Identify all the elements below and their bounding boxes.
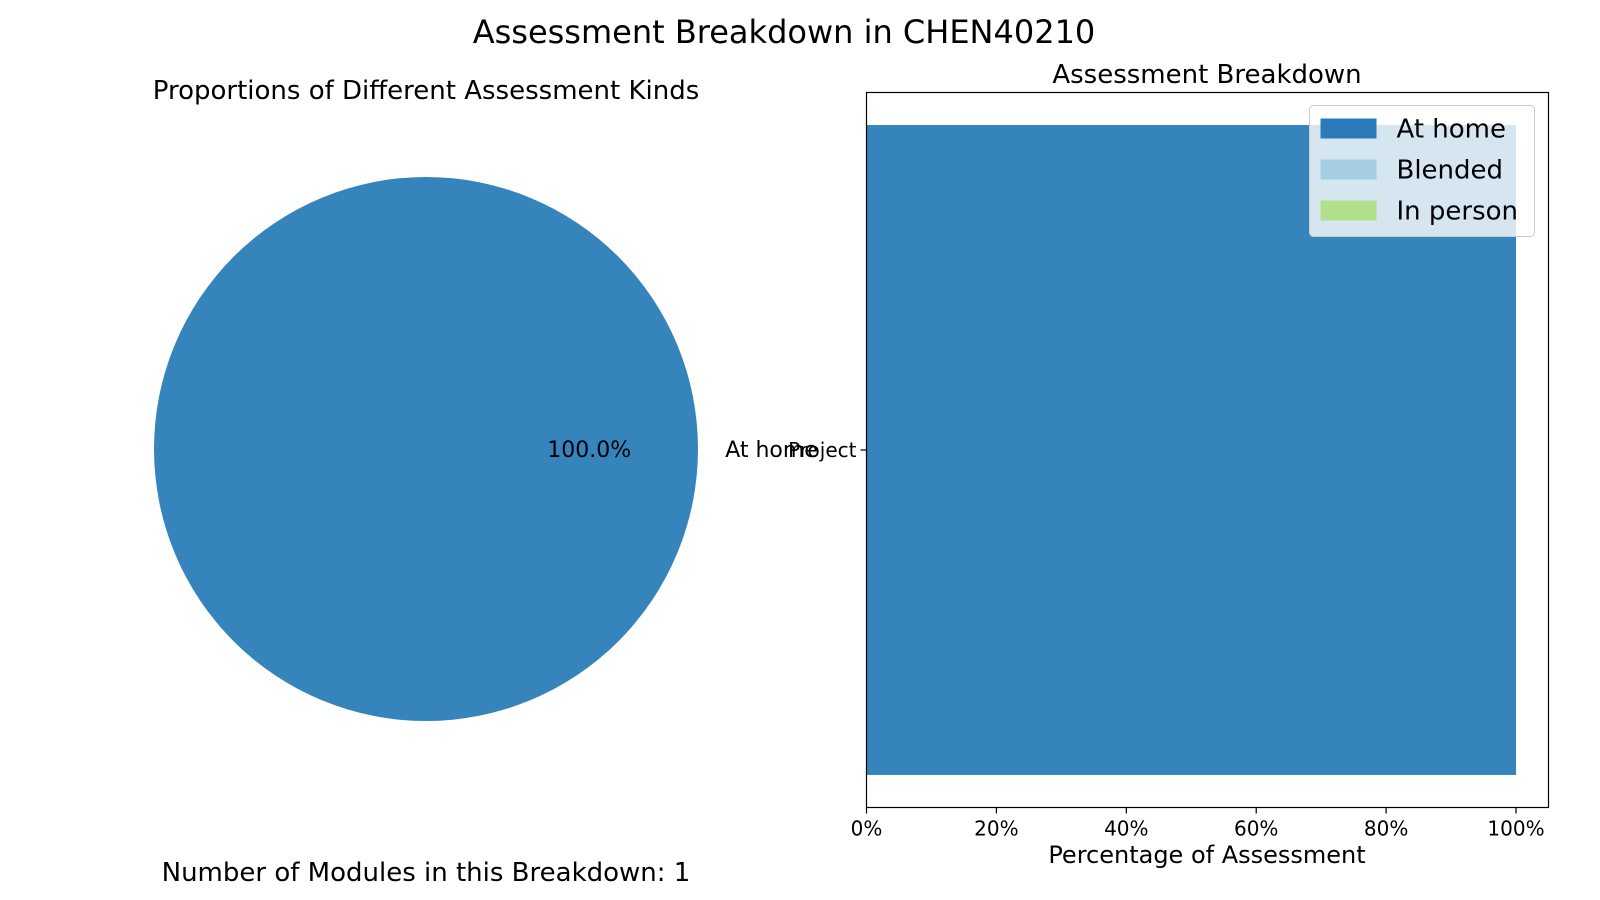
x-tick-label: 20%: [974, 817, 1018, 841]
bar-chart-title: Assessment Breakdown: [1052, 60, 1361, 90]
pie-slice-label: At home: [725, 438, 818, 463]
pie-chart: Proportions of Different Assessment Kind…: [153, 76, 818, 721]
x-tick-label: 40%: [1104, 817, 1148, 841]
pie-labels: At home 100.0%: [547, 438, 818, 463]
x-tick-label: 80%: [1364, 817, 1408, 841]
legend-swatch-in-person: [1320, 200, 1377, 221]
legend: At home Blended In person: [1309, 105, 1535, 237]
pie-chart-title: Proportions of Different Assessment Kind…: [153, 76, 700, 106]
legend-swatch-blended: [1320, 159, 1377, 180]
x-axis-label: Percentage of Assessment: [1048, 841, 1365, 869]
x-axis: 0% 20% 40% 60% 80% 100%: [851, 807, 1545, 841]
figure-title: Assessment Breakdown in CHEN40210: [473, 13, 1096, 51]
pie-slice-at-home: [154, 177, 698, 721]
x-tick-label: 0%: [851, 817, 883, 841]
y-axis: Project: [788, 438, 867, 462]
x-tick-label: 100%: [1487, 817, 1544, 841]
pie-slices: [154, 177, 698, 721]
legend-label: At home: [1397, 115, 1507, 145]
legend-label: In person: [1397, 197, 1519, 227]
module-count-footer: Number of Modules in this Breakdown: 1: [162, 858, 691, 888]
legend-label: Blended: [1397, 156, 1504, 186]
pie-slice-percent-label: 100.0%: [547, 438, 631, 463]
legend-swatch-at-home: [1320, 118, 1377, 139]
bar-chart: Assessment Breakdown 0% 20% 40% 60% 80% 100% …: [788, 60, 1550, 869]
x-tick-label: 60%: [1234, 817, 1278, 841]
y-tick-label: Project: [788, 438, 857, 462]
